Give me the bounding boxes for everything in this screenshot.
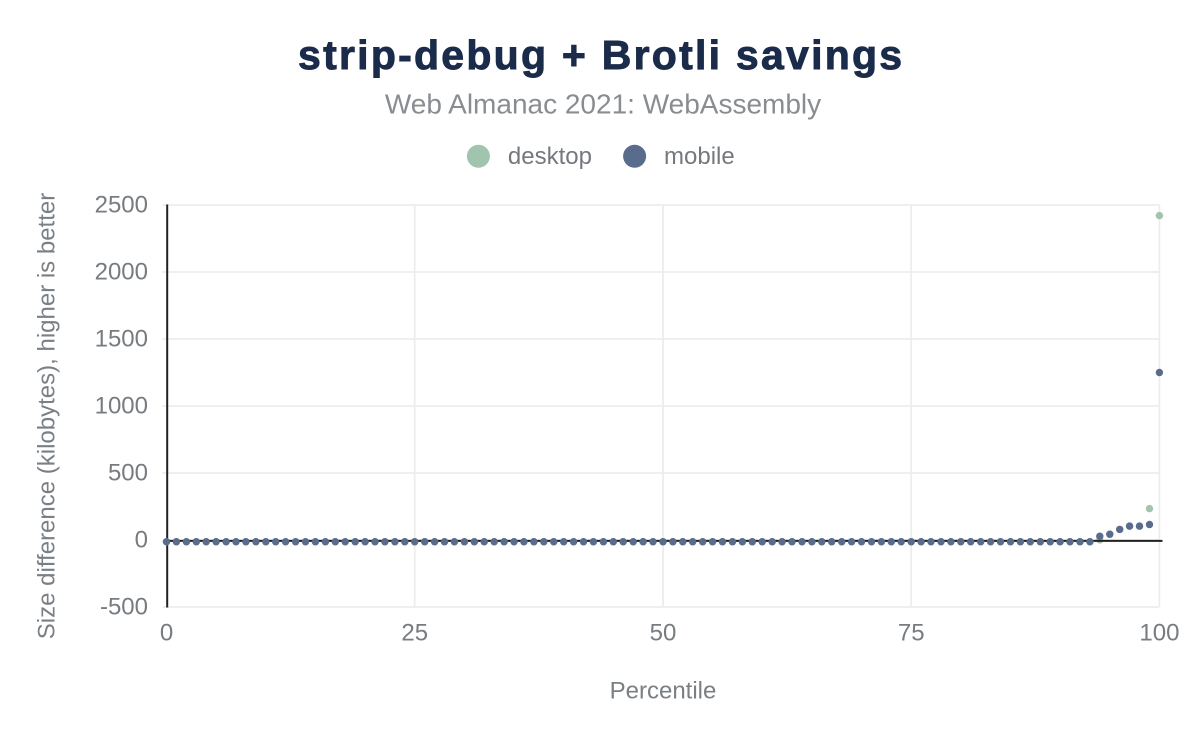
svg-text:0: 0 xyxy=(135,527,148,554)
svg-text:1000: 1000 xyxy=(95,393,148,420)
svg-text:-500: -500 xyxy=(100,594,148,621)
svg-text:strip-debug + Brotli savings: strip-debug + Brotli savings xyxy=(298,32,904,78)
svg-text:2000: 2000 xyxy=(95,259,148,286)
svg-text:25: 25 xyxy=(401,620,428,647)
svg-text:desktop: desktop xyxy=(508,143,592,170)
svg-text:0: 0 xyxy=(160,620,173,647)
svg-text:500: 500 xyxy=(108,460,148,487)
svg-text:100: 100 xyxy=(1139,620,1179,647)
svg-text:Percentile: Percentile xyxy=(610,678,717,705)
svg-text:1500: 1500 xyxy=(95,326,148,353)
svg-text:Web Almanac 2021: WebAssembly: Web Almanac 2021: WebAssembly xyxy=(385,89,821,120)
svg-text:2500: 2500 xyxy=(95,192,148,219)
svg-text:50: 50 xyxy=(650,620,677,647)
svg-text:Size difference (kilobytes), h: Size difference (kilobytes), higher is b… xyxy=(34,193,61,639)
svg-text:mobile: mobile xyxy=(664,143,735,170)
svg-text:75: 75 xyxy=(898,620,925,647)
